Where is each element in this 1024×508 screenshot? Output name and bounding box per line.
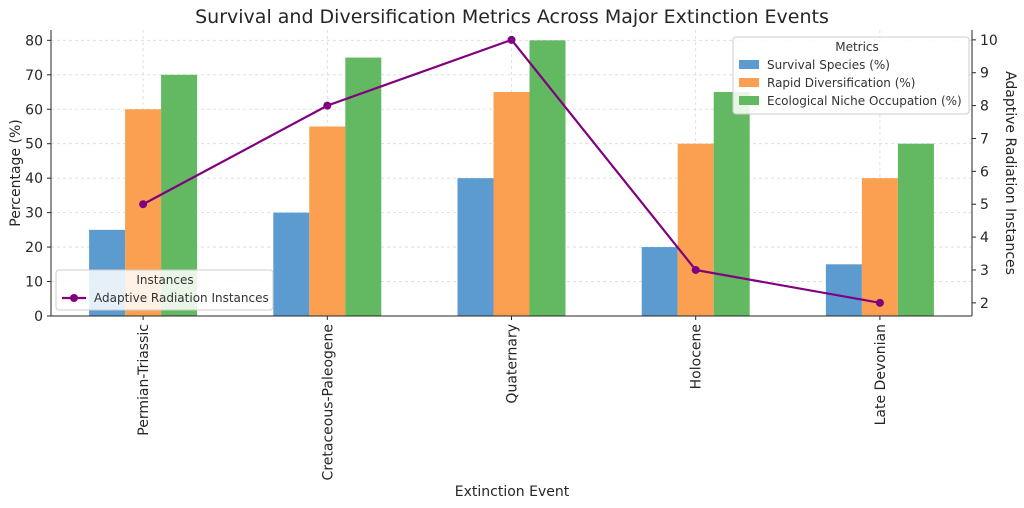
legend-label: Survival Species (%) bbox=[767, 58, 890, 72]
line-point bbox=[323, 101, 332, 110]
y2-tick-label: 4 bbox=[980, 230, 989, 246]
y2-tick-label: 3 bbox=[980, 263, 989, 279]
axes: 0 10 20 30 40 50 60 70 80 2 3 4 5 6 7 8 9 10 Permian-Trias… bbox=[25, 30, 998, 480]
x-axis-label: Extinction Event bbox=[455, 484, 570, 500]
bar bbox=[309, 126, 346, 316]
legend-title: Instances bbox=[136, 273, 193, 287]
y2-tick-label: 2 bbox=[980, 296, 989, 312]
legend-label: Rapid Diversification (%) bbox=[767, 76, 915, 90]
bar bbox=[897, 143, 934, 316]
x-tick-label: Holocene bbox=[689, 324, 705, 389]
bar bbox=[641, 247, 678, 316]
y2-tick-label: 5 bbox=[980, 197, 989, 213]
legend-instances: Instances Adaptive Radiation Instances bbox=[55, 269, 274, 311]
y2-tick-label: 8 bbox=[980, 99, 989, 115]
line-series bbox=[139, 35, 884, 307]
line-point bbox=[691, 265, 700, 274]
bar bbox=[273, 212, 310, 316]
x-tick-label: Cretaceous-Paleogene bbox=[320, 324, 336, 480]
y2-tick-label: 9 bbox=[980, 66, 989, 82]
bar bbox=[825, 264, 862, 316]
bar bbox=[493, 92, 530, 316]
line-point bbox=[139, 200, 148, 209]
legend-label: Ecological Niche Occupation (%) bbox=[767, 94, 962, 108]
y-axis-label: Percentage (%) bbox=[8, 119, 24, 226]
legend-swatch bbox=[739, 96, 759, 105]
bar-series bbox=[89, 40, 934, 317]
y-tick-label: 40 bbox=[25, 171, 43, 187]
bar bbox=[861, 178, 898, 316]
bar bbox=[713, 92, 750, 316]
y-tick-label: 70 bbox=[25, 68, 43, 84]
legend-frame bbox=[732, 36, 970, 115]
bar bbox=[345, 57, 382, 317]
bar bbox=[529, 40, 566, 317]
legend-label: Adaptive Radiation Instances bbox=[94, 291, 269, 305]
y2-tick-label: 6 bbox=[980, 164, 989, 180]
bar bbox=[457, 178, 494, 316]
chart-title: Survival and Diversification Metrics Acr… bbox=[195, 6, 829, 28]
bar bbox=[677, 143, 714, 316]
y2-axis-label: Adaptive Radiation Instances bbox=[1002, 71, 1018, 275]
y2-tick-label: 7 bbox=[980, 131, 989, 147]
x-tick-label: Quaternary bbox=[505, 324, 521, 404]
legend-swatch-marker bbox=[70, 294, 78, 302]
line-point bbox=[875, 298, 884, 307]
x-tick-label: Late Devonian bbox=[873, 324, 889, 425]
y-tick-label: 30 bbox=[25, 206, 43, 222]
y-tick-label: 20 bbox=[25, 240, 43, 256]
y-tick-label: 10 bbox=[25, 275, 43, 291]
y-tick-label: 80 bbox=[25, 33, 43, 49]
legend-metrics: Metrics Survival Species (%) Rapid Diversi… bbox=[732, 36, 970, 115]
legend-title: Metrics bbox=[835, 40, 879, 54]
y-tick-label: 0 bbox=[34, 309, 43, 325]
y2-tick-label: 10 bbox=[980, 33, 998, 49]
y-tick-label: 50 bbox=[25, 137, 43, 153]
legend-swatch bbox=[739, 78, 759, 87]
legend-swatch bbox=[739, 60, 759, 69]
y-tick-label: 60 bbox=[25, 102, 43, 118]
line-point bbox=[507, 35, 516, 44]
legend-frame bbox=[55, 269, 274, 311]
x-tick-label: Permian-Triassic bbox=[136, 324, 152, 436]
